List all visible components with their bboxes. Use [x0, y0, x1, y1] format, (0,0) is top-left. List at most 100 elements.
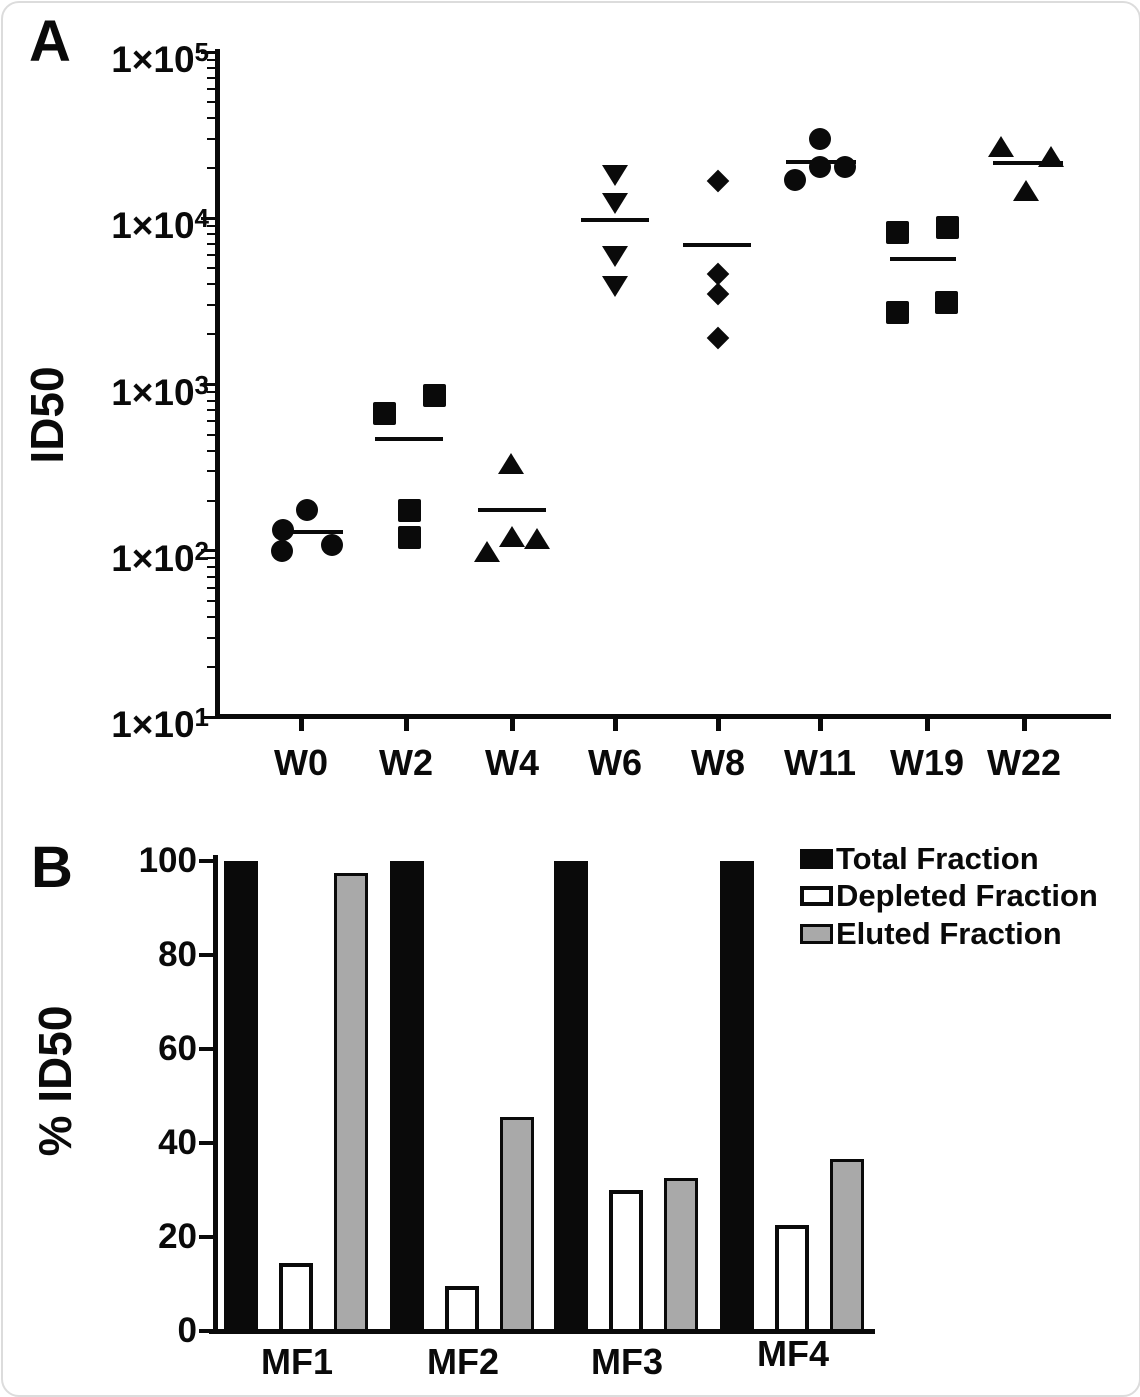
data-point-circle: [834, 155, 856, 178]
panel-b-y-axis-line: [213, 855, 218, 1333]
data-point-triangle-down: [602, 275, 628, 297]
panel-b-y-tick: [199, 1141, 213, 1145]
data-point-square: [885, 221, 909, 245]
panel-a-y-minor-tick: [207, 137, 215, 140]
panel-a-x-tick-label: W6: [588, 742, 642, 783]
median-line-w4: [478, 508, 546, 513]
panel-a-y-minor-tick: [207, 233, 215, 236]
panel-a-y-minor-tick: [207, 117, 215, 120]
data-point-diamond: [706, 326, 730, 350]
panel-a-x-tick-label: W4: [485, 742, 539, 783]
panel-b-x-tick-label: MF3: [591, 1341, 663, 1382]
panel-b-x-tick-label: MF4: [757, 1333, 829, 1374]
panel-a-y-minor-tick: [207, 101, 215, 104]
panel-a-label: A: [29, 9, 71, 74]
panel-a-y-minor-tick: [207, 267, 215, 270]
panel-a-y-major-tick: [201, 715, 215, 719]
median-line-w8: [683, 243, 751, 248]
data-point-square: [885, 301, 909, 325]
panel-a-x-tick: [509, 719, 515, 731]
bar-mf2-gray: [500, 1117, 534, 1333]
panel-a-y-minor-tick: [207, 557, 215, 560]
panel-a-y-minor-tick: [207, 420, 215, 423]
panel-a-y-minor-tick: [207, 283, 215, 286]
legend-swatch-eluted-fraction-icon: [800, 924, 833, 944]
legend-label-eluted-fraction: Eluted Fraction: [836, 916, 1062, 951]
data-point-diamond: [706, 169, 730, 193]
panel-a-y-minor-tick: [207, 586, 215, 589]
panel-a-y-minor-tick: [207, 76, 215, 79]
bar-mf1-gray: [334, 872, 368, 1333]
panel-a-y-minor-tick: [207, 254, 215, 257]
median-line-w0: [287, 530, 343, 535]
panel-a-y-axis-line: [215, 49, 220, 719]
data-point-circle: [809, 155, 831, 178]
panel-a-y-minor-tick: [207, 449, 215, 452]
panel-a-y-minor-tick: [207, 67, 215, 70]
panel-a-y-minor-tick: [207, 333, 215, 336]
panel-b-x-axis-line: [209, 1329, 875, 1334]
data-point-circle: [784, 168, 806, 191]
panel-a-x-tick-label: W11: [783, 742, 857, 783]
panel-b-y-tick: [199, 859, 213, 863]
legend-item-eluted-fraction: Eluted Fraction: [800, 916, 1062, 952]
legend-label-depleted-fraction: Depleted Fraction: [836, 878, 1098, 913]
data-point-square: [935, 215, 959, 239]
panel-b-y-tick: [199, 1235, 213, 1239]
data-point-circle: [272, 518, 294, 541]
panel-b-y-tick-label: 40: [158, 1123, 197, 1162]
legend-item-depleted-fraction: Depleted Fraction: [800, 878, 1098, 914]
bar-mf2-black: [390, 861, 424, 1333]
panel-a-y-major-tick: [201, 383, 215, 386]
panel-b-y-axis-title: % ID50: [29, 1005, 81, 1157]
panel-a-y-minor-tick: [207, 499, 215, 502]
panel-a-y-tick-label: 1×104: [111, 203, 209, 247]
legend-item-total-fraction: Total Fraction: [800, 841, 1039, 877]
panel-a-x-tick: [1021, 719, 1027, 731]
bar-mf4-black: [720, 861, 754, 1333]
panel-a-x-tick-label: W0: [274, 742, 328, 783]
panel-b-y-tick-label: 80: [158, 935, 197, 974]
panel-a-x-tick: [924, 719, 930, 731]
panel-b-y-tick: [199, 1329, 213, 1333]
panel-a-y-minor-tick: [207, 665, 215, 668]
panel-a-y-minor-tick: [207, 636, 215, 639]
panel-a-y-major-tick: [201, 549, 215, 553]
median-line-w22: [993, 160, 1063, 165]
median-line-w2: [375, 437, 443, 441]
data-point-circle: [321, 533, 343, 556]
panel-a-y-minor-tick: [207, 470, 215, 473]
panel-b-y-tick: [199, 953, 213, 957]
panel-a-y-minor-tick: [207, 409, 215, 412]
data-point-diamond: [706, 282, 730, 306]
panel-b-y-tick-label: 60: [158, 1029, 197, 1068]
panel-a-y-minor-tick: [207, 87, 215, 90]
panel-a-y-minor-tick: [207, 565, 215, 568]
panel-a-y-tick-label: 1×102: [111, 535, 209, 579]
data-point-square: [422, 384, 446, 408]
data-point-triangle-up: [1013, 180, 1039, 202]
median-line-w19: [890, 256, 956, 261]
panel-a-x-tick: [715, 719, 721, 731]
panel-a-y-minor-tick: [207, 433, 215, 436]
panel-a-y-tick-label: 1×105: [111, 37, 209, 80]
data-point-triangle-down: [602, 193, 628, 215]
panel-a-x-tick-label: W22: [986, 742, 1062, 783]
bar-mf2-white: [445, 1286, 479, 1333]
panel-a-y-minor-tick: [207, 304, 215, 307]
panel-a-y-tick-label: 1×103: [111, 369, 209, 413]
data-point-triangle-up: [988, 136, 1014, 158]
panel-a-y-major-tick: [201, 216, 215, 220]
panel-b-x-tick-label: MF1: [261, 1341, 333, 1382]
panel-a-x-tick: [298, 719, 304, 731]
data-point-circle: [271, 539, 293, 562]
panel-a-x-tick-label: W8: [691, 742, 745, 783]
panel-b-y-tick-label: 0: [177, 1311, 197, 1350]
panel-a-x-tick: [612, 719, 618, 731]
panel-a-y-minor-tick: [207, 615, 215, 618]
panel-b-y-tick-label: 100: [138, 841, 197, 880]
legend-label-total-fraction: Total Fraction: [836, 841, 1039, 876]
panel-a-x-tick-label: W19: [889, 742, 965, 783]
panel-a-y-minor-tick: [207, 399, 215, 402]
